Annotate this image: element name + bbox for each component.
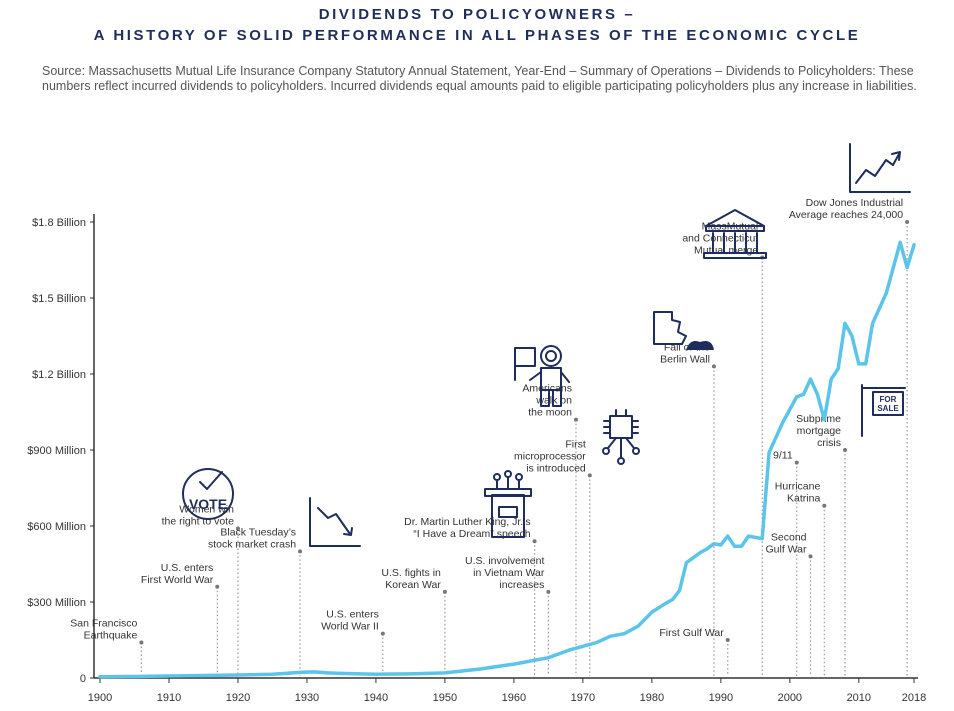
- event-label: Dr. Martin Luther King, Jr.’s: [404, 516, 530, 528]
- event-label: Subprime: [796, 413, 841, 425]
- x-tick-label: 1990: [709, 692, 733, 704]
- event-label: Women win: [179, 504, 234, 516]
- event-marker: [139, 640, 144, 645]
- event-label: microprocessor: [514, 450, 586, 462]
- event-marker: [725, 638, 730, 642]
- y-tick-label: $1.8 Billion: [32, 217, 86, 229]
- event-marker: [380, 631, 385, 636]
- x-tick-label: 1910: [157, 692, 181, 704]
- x-tick-label: 1970: [571, 692, 595, 704]
- event-label: Berlin Wall: [660, 353, 710, 365]
- event-marker: [794, 460, 799, 465]
- event-label: Americans: [522, 383, 572, 395]
- event-marker: [215, 584, 220, 589]
- event-marker: [587, 473, 592, 478]
- event-label: mortgage: [797, 425, 842, 437]
- event-label: U.S. enters: [161, 562, 214, 574]
- event-marker: [532, 539, 537, 544]
- x-tick-label: 1920: [226, 692, 250, 704]
- y-tick-label: $300 Million: [27, 597, 86, 609]
- event-label: U.S. enters: [326, 609, 379, 621]
- source-note: Source: Massachusetts Mutual Life Insura…: [42, 64, 917, 93]
- event-marker: [546, 589, 551, 594]
- event-label: “I Have a Dream” speech: [413, 528, 530, 540]
- x-tick-label: 2010: [847, 692, 871, 704]
- stock-crash-icon: [309, 497, 361, 547]
- for-sale-text-1: FOR: [880, 395, 897, 404]
- y-tick-label: 0: [80, 673, 86, 685]
- rising-stock-chart-icon: [849, 143, 911, 193]
- event-label: U.S. fights in: [381, 567, 441, 579]
- event-label: Earthquake: [84, 630, 138, 642]
- event-label: and Connecticut: [682, 232, 758, 244]
- event-label: First Gulf War: [659, 627, 724, 639]
- bank-building-icon: [703, 209, 767, 259]
- for-sale-sign-icon: FOR SALE: [861, 384, 906, 437]
- event-label: San Francisco: [70, 618, 137, 630]
- y-tick-label: $1.2 Billion: [32, 369, 86, 381]
- event-marker: [235, 526, 240, 531]
- event-label: World War II: [321, 621, 379, 633]
- event-marker: [298, 549, 303, 554]
- event-label: Black Tuesday’s: [220, 526, 296, 538]
- berlin-wall-icon: [653, 311, 714, 350]
- chart-axes: 0 $300 Million $600 Million $900 Million $1.…: [27, 214, 926, 704]
- vote-icon-text: VOTE: [189, 496, 227, 512]
- event-label: is introduced: [526, 462, 586, 474]
- event-label: the moon: [528, 407, 572, 419]
- chart-title-line-2: A HISTORY OF SOLID PERFORMANCE IN ALL PH…: [93, 27, 861, 44]
- event-marker: [843, 448, 848, 452]
- event-marker: [822, 503, 827, 508]
- event-marker: [808, 554, 813, 559]
- y-tick-label: $600 Million: [27, 521, 86, 533]
- chart-title-line-1: DIVIDENDS TO POLICYOWNERS –: [318, 6, 636, 23]
- x-tick-label: 1940: [364, 692, 388, 704]
- for-sale-text-2: SALE: [877, 404, 899, 413]
- event-icons: VOTE: [182, 143, 911, 547]
- event-label: Average reaches 24,000: [789, 209, 903, 221]
- event-label: stock market crash: [208, 538, 296, 550]
- event-label: Katrina: [787, 493, 820, 505]
- event-label: Dow Jones Industrial: [806, 197, 903, 209]
- event-marker: [905, 220, 910, 224]
- event-label: increases: [499, 579, 544, 591]
- event-label: Hurricane: [775, 481, 821, 493]
- x-tick-label: 2000: [778, 692, 802, 704]
- event-marker: [711, 364, 716, 369]
- event-label: U.S. involvement: [465, 555, 544, 567]
- event-label: First World War: [141, 574, 214, 586]
- event-marker: [442, 589, 447, 594]
- dividends-series-line: [98, 240, 916, 679]
- event-label: First: [565, 438, 585, 450]
- astronaut-icon: [514, 345, 570, 407]
- event-label: in Vietnam War: [473, 567, 545, 579]
- y-tick-label: $900 Million: [27, 445, 86, 457]
- microprocessor-icon: [602, 409, 640, 465]
- x-tick-label: 1900: [88, 692, 112, 704]
- x-tick-label: 2018: [902, 692, 926, 704]
- event-label: Gulf War: [765, 543, 807, 555]
- event-label: 9/11: [773, 450, 793, 462]
- x-tick-label: 1950: [433, 692, 457, 704]
- event-label: Second: [771, 531, 807, 543]
- x-tick-label: 1960: [502, 692, 526, 704]
- event-marker: [573, 417, 578, 422]
- event-label: Korean War: [385, 579, 441, 591]
- x-tick-label: 1930: [295, 692, 319, 704]
- y-tick-label: $1.5 Billion: [32, 293, 86, 305]
- podium-icon: [484, 470, 532, 538]
- x-tick-label: 1980: [640, 692, 664, 704]
- vote-badge-icon: VOTE: [182, 468, 234, 520]
- event-label: crisis: [817, 437, 841, 449]
